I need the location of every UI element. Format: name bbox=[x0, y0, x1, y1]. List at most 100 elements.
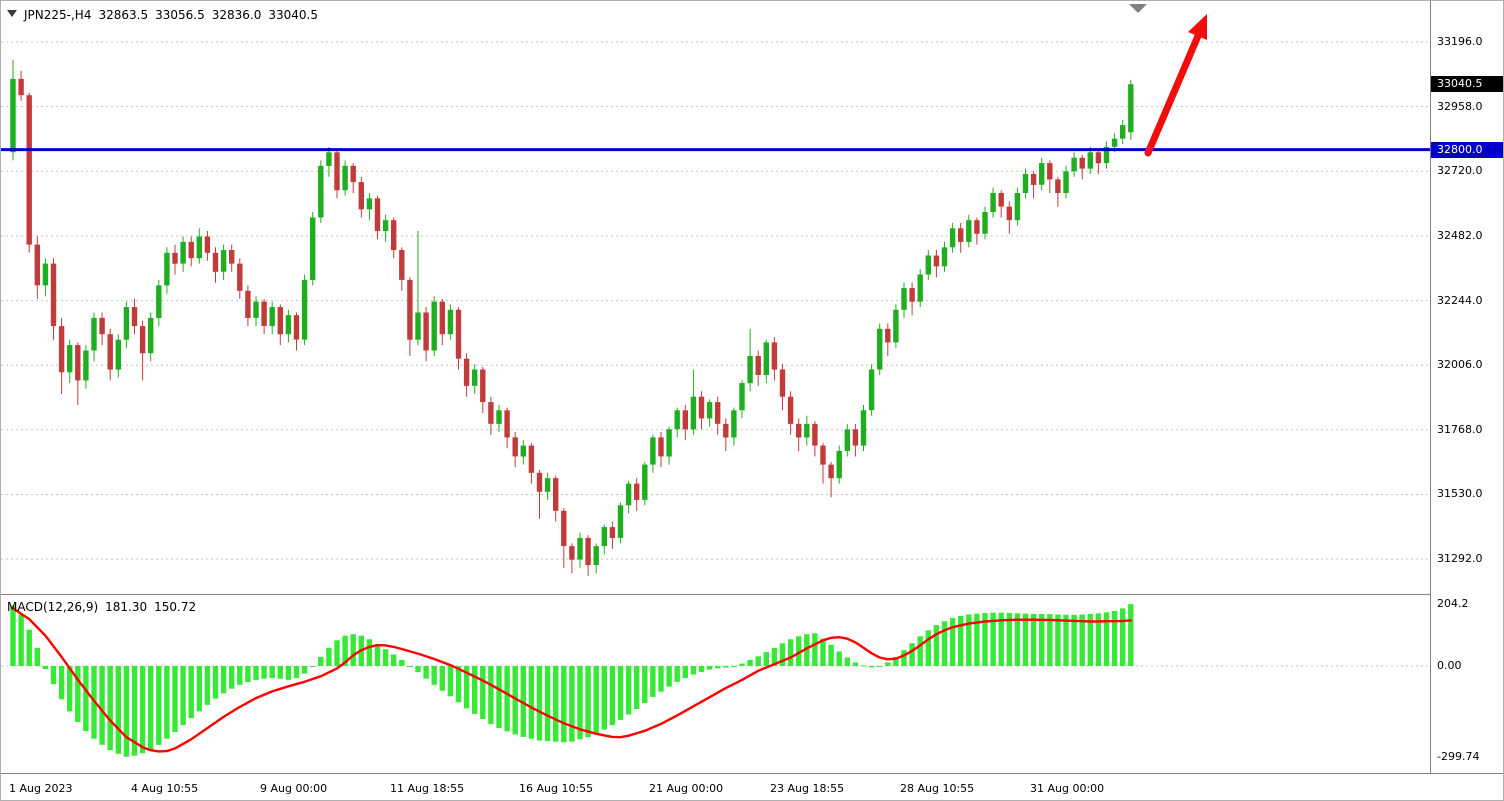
macd-histogram-bar bbox=[164, 666, 170, 739]
macd-histogram-bar bbox=[763, 652, 769, 666]
candle-body bbox=[1047, 163, 1053, 180]
macd-histogram-bar bbox=[690, 666, 697, 675]
macd-histogram-bar bbox=[909, 643, 915, 666]
quote-low: 32836.0 bbox=[211, 8, 262, 22]
candle-body bbox=[318, 165, 324, 218]
macd-histogram-bar bbox=[715, 666, 721, 669]
candle-body bbox=[50, 263, 57, 327]
macd-histogram-bar bbox=[285, 666, 292, 680]
candle-body bbox=[237, 263, 243, 291]
macd-histogram-bar bbox=[796, 636, 802, 666]
macd-histogram-bar bbox=[415, 666, 421, 673]
candle-body bbox=[998, 193, 1004, 207]
candle-body bbox=[577, 537, 583, 560]
time-axis-label: 16 Aug 10:55 bbox=[519, 782, 594, 795]
candle-body bbox=[415, 312, 421, 340]
trend-arrow-head[interactable] bbox=[1188, 14, 1207, 40]
macd-histogram-bar bbox=[609, 666, 616, 726]
candle-body bbox=[723, 423, 729, 438]
price-axis-scale[interactable]: 33196.0 32958.0 32720.0 32482.0 32244.0 32006… bbox=[1430, 1, 1503, 773]
candle-body bbox=[139, 326, 146, 354]
macd-histogram-bar bbox=[253, 666, 259, 680]
macd-histogram-bar bbox=[828, 644, 834, 666]
macd-histogram-bar bbox=[269, 666, 275, 679]
macd-histogram-bar bbox=[18, 614, 24, 666]
time-marker-icon[interactable] bbox=[1129, 4, 1147, 13]
macd-histogram-bar bbox=[374, 644, 381, 666]
macd-histogram-bar bbox=[123, 666, 130, 757]
macd-tick-label: 0.00 bbox=[1437, 659, 1462, 672]
candle-body bbox=[812, 423, 818, 446]
macd-indicator-pane[interactable] bbox=[1, 596, 1430, 773]
candle-body bbox=[115, 339, 121, 370]
macd-histogram-bar bbox=[204, 666, 211, 705]
candle-body bbox=[42, 263, 49, 286]
candle-body bbox=[326, 152, 332, 166]
candle-body bbox=[382, 220, 389, 232]
candle-body bbox=[569, 546, 575, 560]
macd-histogram-bar bbox=[747, 659, 753, 666]
candle-body bbox=[763, 342, 769, 375]
pane-splitter[interactable] bbox=[1, 594, 1503, 595]
candle-body bbox=[933, 255, 940, 267]
macd-histogram-bar bbox=[229, 666, 235, 689]
macd-histogram-bar bbox=[423, 666, 429, 679]
macd-histogram-bar bbox=[658, 666, 664, 692]
candle-body bbox=[423, 312, 429, 351]
candle-body bbox=[67, 345, 73, 373]
candle-body bbox=[301, 279, 308, 340]
macd-histogram-bar bbox=[982, 613, 988, 666]
candle-body bbox=[520, 445, 526, 457]
macd-histogram-bar bbox=[933, 625, 940, 666]
macd-histogram-bar bbox=[188, 666, 194, 719]
macd-histogram-bar bbox=[99, 666, 105, 745]
macd-histogram-bar bbox=[650, 666, 656, 697]
time-axis-label: 21 Aug 00:00 bbox=[649, 782, 724, 795]
price-tick-label: 31292.0 bbox=[1437, 552, 1483, 565]
macd-histogram-bar bbox=[860, 665, 867, 667]
candle-body bbox=[512, 437, 518, 457]
candle-body bbox=[488, 402, 494, 424]
time-axis-scale[interactable]: 1 Aug 2023 4 Aug 10:55 9 Aug 00:00 11 Aug 1… bbox=[1, 774, 1503, 800]
candle-body bbox=[674, 410, 680, 430]
macd-histogram-bar bbox=[820, 638, 826, 666]
candle-body bbox=[180, 241, 186, 264]
candle-body bbox=[172, 252, 178, 264]
macd-tick-label: -299.74 bbox=[1437, 750, 1480, 763]
macd-histogram-bar bbox=[787, 639, 794, 666]
macd-histogram-bar bbox=[1079, 614, 1085, 666]
candle-body bbox=[715, 402, 721, 424]
symbol-dropdown-icon[interactable] bbox=[7, 10, 17, 17]
candle-body bbox=[909, 288, 915, 302]
price-tick-label: 32006.0 bbox=[1437, 358, 1483, 371]
trend-arrow-shaft[interactable] bbox=[1144, 32, 1202, 157]
macd-histogram-bar bbox=[148, 666, 154, 750]
candle-body bbox=[553, 478, 559, 511]
candle-body bbox=[334, 152, 340, 191]
candle-body bbox=[731, 410, 737, 438]
candle-body bbox=[925, 255, 931, 275]
candle-body bbox=[310, 217, 316, 280]
macd-histogram-bar bbox=[1014, 613, 1021, 666]
candle-body bbox=[617, 505, 624, 538]
candle-body bbox=[634, 483, 640, 500]
macd-histogram-bar bbox=[544, 666, 551, 742]
candle-body bbox=[358, 182, 364, 210]
macd-histogram-bar bbox=[156, 666, 162, 745]
macd-histogram-bar bbox=[139, 666, 146, 754]
candle-body bbox=[75, 345, 81, 381]
candle-body bbox=[1095, 152, 1102, 164]
macd-histogram-bar bbox=[391, 654, 397, 666]
macd-histogram-bar bbox=[512, 666, 518, 735]
candle-body bbox=[1120, 125, 1126, 139]
macd-histogram-bar bbox=[553, 666, 559, 742]
candle-body bbox=[374, 198, 381, 231]
macd-histogram-bar bbox=[577, 666, 583, 740]
macd-histogram-bar bbox=[528, 666, 535, 739]
price-chart-pane[interactable] bbox=[1, 1, 1430, 595]
macd-histogram-bar bbox=[115, 666, 121, 754]
candle-body bbox=[366, 198, 373, 210]
macd-histogram-bar bbox=[804, 634, 810, 666]
candle-body bbox=[941, 247, 948, 267]
candle-body bbox=[747, 356, 753, 384]
